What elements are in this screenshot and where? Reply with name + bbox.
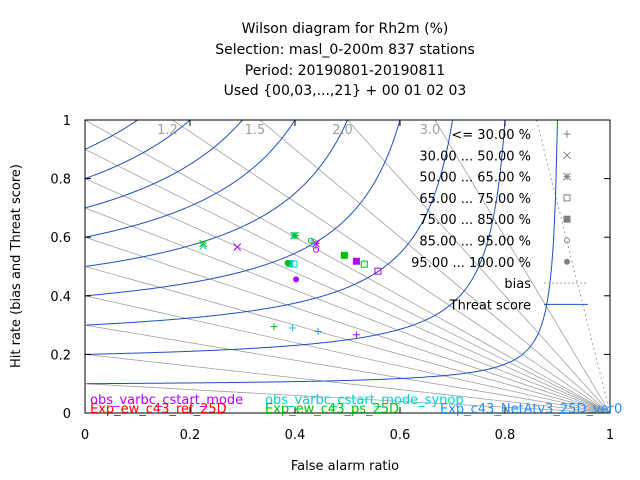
point-0-4 <box>352 257 360 265</box>
x-tick-label-2: 0.4 <box>285 428 306 443</box>
threat-score-curve-5 <box>85 120 296 238</box>
legend-label-8: Threat score <box>449 298 531 313</box>
point-3-6 <box>284 259 291 266</box>
title-line-3: Period: 20190801-20190811 <box>245 63 445 79</box>
experiment-label-0: obs_varbc_cstart_mode <box>90 393 243 408</box>
title-line-1: Wilson diagram for Rh2m (%) <box>242 21 449 37</box>
y-axis-ticks: 0 0.2 0.4 0.6 0.8 1 <box>50 114 610 422</box>
point-0-2 <box>312 239 320 248</box>
legend-marker-2 <box>563 172 571 181</box>
threat-score-curve-4 <box>86 120 348 267</box>
bias-boundary-line <box>536 120 610 413</box>
point-2-0 <box>288 324 296 332</box>
experiment-label-1: Exp_ew_c43_ref_25D <box>90 402 227 417</box>
x-tick-label-4: 0.8 <box>495 428 516 443</box>
bias-label-3: 3.0 <box>420 123 441 138</box>
legend-label-7: bias <box>504 277 531 292</box>
y-tick-label-0: 0 <box>63 407 71 422</box>
x-tick-label-0: 0 <box>81 428 89 443</box>
bias-line-10 <box>172 120 610 413</box>
point-0-6 <box>293 276 300 283</box>
bias-label-2: 2.0 <box>332 123 353 138</box>
bias-line-3 <box>85 295 610 413</box>
y-tick-label-1: 0.2 <box>50 348 71 363</box>
point-0-5 <box>313 246 319 253</box>
bias-line-6 <box>85 207 610 413</box>
threat-score-curve-2 <box>86 120 453 326</box>
point-3-3 <box>360 260 368 268</box>
plot-frame <box>84 119 611 414</box>
bias-line-8 <box>85 148 610 413</box>
title-line-4: Used {00,03,...,21} + 00 01 02 03 <box>224 83 467 99</box>
threat-score-curve-0 <box>86 120 558 385</box>
threat-score-curve-1 <box>86 120 506 355</box>
bias-line-9 <box>85 120 610 413</box>
legend-label-4: 75.00 ... 85.00 % <box>419 213 531 228</box>
point-3-2 <box>291 231 299 240</box>
point-3-0 <box>270 323 278 331</box>
x-axis-ticks: 0 0.2 0.4 0.6 0.8 1 <box>81 120 614 443</box>
y-axis-label: Hit rate (bias and Threat score) <box>9 164 24 368</box>
bias-line-13 <box>434 120 610 413</box>
y-tick-label-4: 0.8 <box>50 173 71 188</box>
x-tick-label-5: 1 <box>606 428 614 443</box>
legend-label-5: 85.00 ... 95.00 % <box>419 235 531 250</box>
point-3-4 <box>340 251 348 259</box>
experiment-label-4: Exp_c43_NetAtv3_25D_ver0 <box>440 402 622 417</box>
point-2-5 <box>310 238 317 245</box>
bias-line-1 <box>85 354 610 413</box>
point-3-5 <box>307 237 314 244</box>
legend-label-2: 50.00 ... 65.00 % <box>419 171 531 186</box>
point-4-0 <box>314 328 322 336</box>
threat-score-lines <box>85 120 558 385</box>
bias-lines <box>85 120 610 413</box>
legend-marker-0 <box>563 130 571 138</box>
point-0-0 <box>352 331 360 339</box>
chart-title: Wilson diagram for Rh2m (%) Selection: m… <box>215 21 475 99</box>
data-points <box>199 231 382 339</box>
bias-line-0 <box>85 383 610 413</box>
threat-score-curve-7 <box>85 120 191 179</box>
legend-marker-1 <box>563 151 571 160</box>
threat-score-curve-3 <box>86 120 401 297</box>
point-0-1 <box>233 243 242 252</box>
legend-label-0: <= 30.00 % <box>451 128 531 143</box>
threat-score-curve-8 <box>85 120 138 150</box>
point-2-1 <box>199 242 207 250</box>
bias-line-7 <box>85 178 610 413</box>
y-tick-label-2: 0.4 <box>50 290 71 305</box>
bias-labels: 1.2 1.5 2.0 3.0 <box>157 123 440 138</box>
x-tick-label-1: 0.2 <box>180 428 201 443</box>
x-axis-label: False alarm ratio <box>291 459 399 474</box>
legend-marker-4 <box>563 215 571 223</box>
bias-line-2 <box>85 324 610 413</box>
y-tick-label-5: 1 <box>63 114 71 129</box>
bias-line-5 <box>85 236 610 413</box>
legend-label-1: 30.00 ... 50.00 % <box>419 149 531 164</box>
title-line-2: Selection: masl_0-200m 837 stations <box>215 42 475 58</box>
point-3-1 <box>199 239 207 248</box>
experiment-label-2: obs_varbc_cstart_mode_synop <box>265 393 464 408</box>
point-0-3 <box>374 267 382 275</box>
legend-marker-5 <box>564 237 570 244</box>
x-tick-label-3: 0.6 <box>390 428 411 443</box>
legend: <= 30.00 % 30.00 ... 50.00 % 50.00 ... 65.… <box>411 128 588 313</box>
legend-marker-3 <box>563 194 571 202</box>
bias-label-1: 1.5 <box>245 123 266 138</box>
bias-label-0: 1.2 <box>157 123 178 138</box>
threat-score-curve-6 <box>85 120 243 209</box>
legend-label-3: 65.00 ... 75.00 % <box>419 192 531 207</box>
legend-marker-6 <box>564 258 570 265</box>
y-tick-label-3: 0.6 <box>50 231 71 246</box>
legend-label-6: 95.00 ... 100.00 % <box>411 256 531 271</box>
experiment-label-3: Exp_ew_c43_ps_25D <box>265 402 399 417</box>
